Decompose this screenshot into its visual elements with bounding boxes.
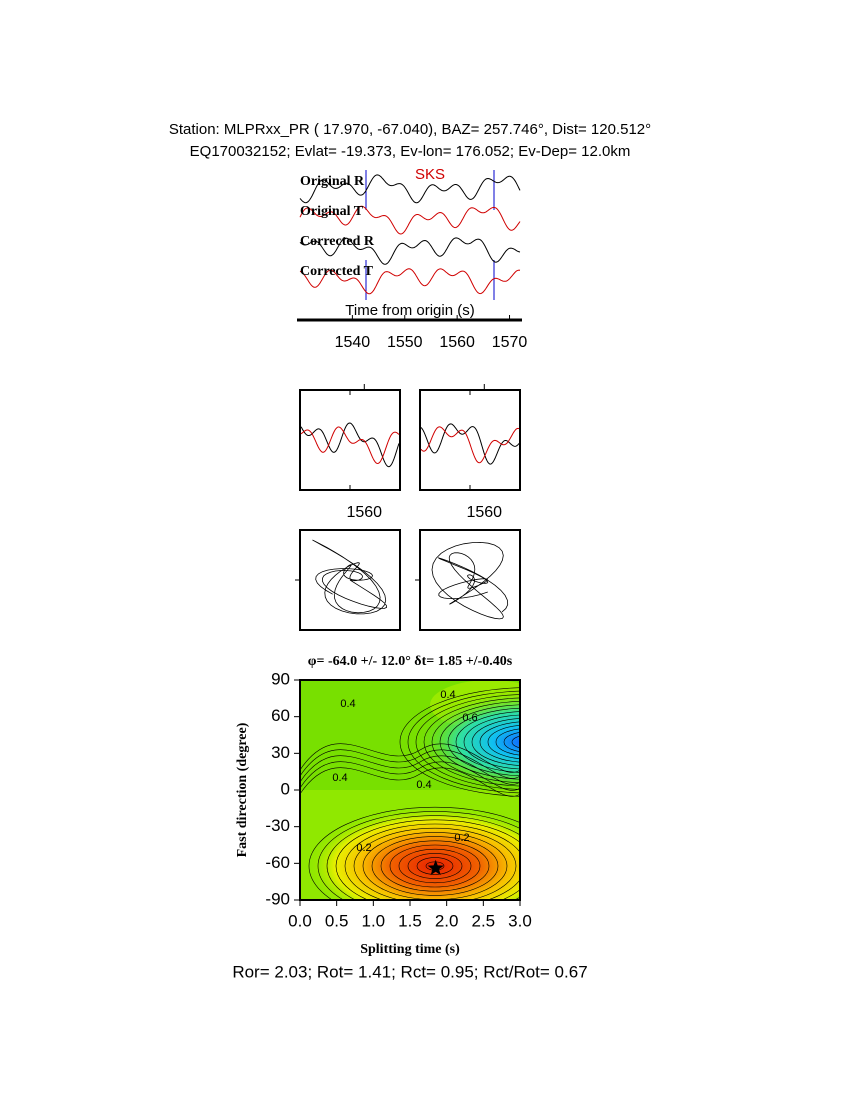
y-tick-label: 60 [271, 706, 290, 725]
particle-motion [312, 539, 388, 615]
misfit-surface [300, 680, 520, 900]
contour [455, 711, 520, 773]
waveform [299, 268, 521, 295]
contour [371, 836, 499, 896]
x-tick-label: 1570 [492, 334, 528, 351]
contour [344, 823, 520, 900]
phase-label: SKS [415, 166, 445, 183]
contour [300, 755, 520, 785]
x-tick-label: 3.0 [508, 911, 532, 930]
waveform [300, 422, 400, 468]
contour [335, 819, 520, 900]
waveform [300, 426, 400, 465]
header-line: EQ170032152; Evlat= -19.373, Ev-lon= 176… [190, 143, 631, 160]
contour [389, 844, 481, 888]
x-tick-label: 1.5 [398, 911, 422, 930]
waveform [420, 426, 520, 464]
contour-label: 0.2 [454, 832, 469, 844]
y-tick-label: -60 [265, 853, 290, 872]
x-axis-label: Time from origin (s) [345, 302, 474, 319]
contour [495, 728, 520, 756]
contour [317, 811, 520, 900]
trace-label: Original T [300, 204, 364, 219]
x-tick-label: 0.5 [325, 911, 349, 930]
plot-title: φ= -64.0 +/- 12.0° δt= 1.85 +/-0.40s [308, 654, 513, 669]
x-axis-label: Splitting time (s) [360, 942, 460, 957]
x-tick-label: 1560 [346, 504, 382, 521]
x-tick-label: 1560 [466, 504, 502, 521]
x-tick-label: 1560 [439, 334, 475, 351]
contour [471, 718, 520, 766]
contour [353, 827, 517, 900]
waveform [420, 423, 520, 465]
trace-label: Corrected T [300, 264, 374, 279]
contour [479, 721, 520, 763]
contour [463, 714, 520, 770]
contour [447, 707, 520, 777]
waveform [299, 174, 521, 204]
contour [326, 815, 520, 900]
contour-label: 0.6 [462, 712, 477, 724]
contour [487, 725, 520, 759]
contour [398, 848, 472, 884]
y-tick-label: -90 [265, 889, 290, 908]
trace-label: Original R [300, 174, 365, 189]
trace-label: Corrected R [300, 234, 375, 249]
contour [300, 767, 520, 797]
x-tick-label: 2.5 [472, 911, 496, 930]
contour [431, 701, 520, 783]
x-tick-label: 2.0 [435, 911, 459, 930]
contour [503, 732, 520, 752]
waveform [299, 237, 521, 265]
contour [399, 687, 520, 797]
contour [300, 761, 520, 791]
contour-label: 0.4 [416, 779, 431, 791]
footer: Ror= 2.03; Rot= 1.41; Rct= 0.95; Rct/Rot… [232, 962, 587, 981]
contour [380, 840, 490, 892]
header-line: Station: MLPRxx_PR ( 17.970, -67.040), B… [169, 121, 651, 138]
contour [300, 743, 520, 773]
contour [423, 697, 520, 787]
best-fit-star [427, 859, 444, 876]
contour [519, 740, 520, 744]
contour-label: 0.4 [332, 772, 347, 784]
contour [415, 694, 520, 790]
y-tick-label: 0 [281, 779, 290, 798]
contour-label: 0.2 [356, 842, 371, 854]
x-tick-label: 1550 [387, 334, 423, 351]
x-tick-label: 0.0 [288, 911, 312, 930]
contour [416, 857, 454, 875]
y-tick-label: 90 [271, 669, 290, 688]
y-axis-label: Fast direction (degree) [235, 722, 250, 857]
contour [300, 749, 520, 779]
y-tick-label: -30 [265, 816, 290, 835]
particle-motion [431, 541, 509, 620]
waveform [299, 205, 521, 235]
x-tick-label: 1540 [335, 334, 371, 351]
x-tick-label: 1.0 [362, 911, 386, 930]
contour [407, 690, 520, 794]
contour [308, 806, 520, 900]
contour [407, 853, 463, 879]
contour-label: 0.4 [440, 689, 455, 701]
contour-label: 0.4 [340, 698, 355, 710]
y-tick-label: 30 [271, 743, 290, 762]
contour [511, 735, 520, 749]
contour [439, 704, 520, 780]
